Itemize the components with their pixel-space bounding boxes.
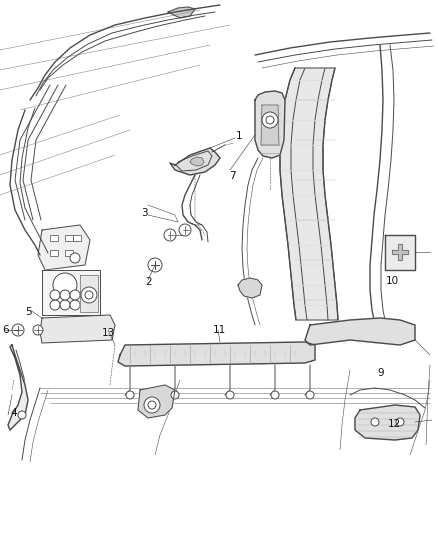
Circle shape (371, 418, 379, 426)
Text: 10: 10 (385, 276, 399, 286)
Circle shape (148, 401, 156, 409)
Polygon shape (255, 91, 285, 158)
Circle shape (70, 253, 80, 263)
Bar (65, 235, 73, 241)
Circle shape (60, 290, 70, 300)
Circle shape (226, 391, 234, 399)
Circle shape (33, 325, 43, 335)
Circle shape (271, 391, 279, 399)
Polygon shape (238, 278, 262, 298)
Text: 13: 13 (102, 328, 115, 338)
Bar (50, 250, 58, 256)
Polygon shape (40, 315, 115, 343)
Circle shape (50, 300, 60, 310)
Polygon shape (138, 385, 175, 418)
Circle shape (53, 273, 77, 297)
Polygon shape (170, 148, 220, 175)
Text: 4: 4 (11, 408, 18, 418)
Text: 6: 6 (2, 326, 9, 335)
Text: 11: 11 (212, 326, 226, 335)
Circle shape (306, 391, 314, 399)
Circle shape (70, 300, 80, 310)
Bar (73, 235, 81, 241)
Circle shape (144, 397, 160, 413)
Text: 5: 5 (25, 307, 32, 317)
Circle shape (126, 391, 134, 399)
Text: 9: 9 (378, 368, 385, 378)
Polygon shape (42, 270, 100, 315)
Circle shape (266, 116, 274, 124)
Circle shape (396, 418, 404, 426)
Polygon shape (118, 342, 315, 366)
Circle shape (164, 229, 176, 241)
Polygon shape (8, 345, 28, 430)
Circle shape (50, 290, 60, 300)
Polygon shape (305, 318, 415, 345)
Polygon shape (280, 68, 338, 320)
Circle shape (18, 411, 26, 419)
Text: 3: 3 (141, 208, 148, 218)
Text: 7: 7 (229, 171, 236, 181)
Bar (50, 235, 58, 241)
Text: 12: 12 (388, 419, 401, 429)
Polygon shape (80, 275, 98, 312)
Circle shape (262, 112, 278, 128)
Circle shape (179, 224, 191, 236)
Circle shape (85, 291, 93, 299)
Bar (65, 250, 73, 256)
Polygon shape (261, 105, 279, 145)
Text: 1: 1 (235, 131, 242, 141)
Polygon shape (190, 157, 204, 166)
Polygon shape (385, 235, 415, 270)
Circle shape (12, 324, 24, 336)
Circle shape (60, 300, 70, 310)
Circle shape (81, 287, 97, 303)
Polygon shape (355, 405, 420, 440)
Polygon shape (38, 225, 90, 270)
Circle shape (70, 290, 80, 300)
Polygon shape (168, 7, 195, 18)
Polygon shape (392, 244, 408, 260)
Circle shape (148, 258, 162, 272)
Circle shape (171, 391, 179, 399)
Text: 2: 2 (145, 278, 152, 287)
